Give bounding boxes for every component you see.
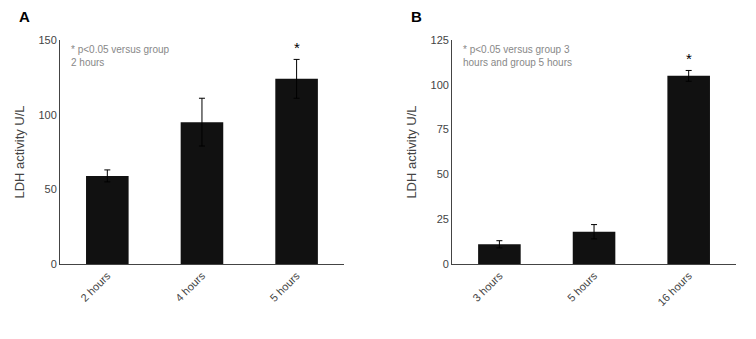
svg-text:A: A xyxy=(19,8,30,25)
svg-text:75: 75 xyxy=(437,123,449,135)
svg-text:5 hours: 5 hours xyxy=(267,269,302,304)
svg-text:125: 125 xyxy=(431,34,449,46)
svg-text:100: 100 xyxy=(431,79,449,91)
svg-text:5 hours: 5 hours xyxy=(565,269,600,304)
svg-text:16 hours: 16 hours xyxy=(655,269,694,308)
svg-text:* p<0.05 versus group2 hours: * p<0.05 versus group2 hours xyxy=(71,44,170,68)
svg-text:100: 100 xyxy=(38,109,56,121)
svg-text:B: B xyxy=(411,8,422,25)
svg-text:2 hours: 2 hours xyxy=(78,269,113,304)
svg-text:* p<0.05 versus group 3hours a: * p<0.05 versus group 3hours and group 5… xyxy=(463,44,572,68)
svg-text:*: * xyxy=(294,39,300,56)
svg-text:0: 0 xyxy=(51,258,57,270)
svg-text:4 hours: 4 hours xyxy=(173,269,208,304)
svg-text:50: 50 xyxy=(437,168,449,180)
svg-text:150: 150 xyxy=(38,34,56,46)
svg-text:0: 0 xyxy=(443,258,449,270)
svg-text:50: 50 xyxy=(45,183,57,195)
svg-text:*: * xyxy=(686,50,692,67)
svg-text:LDH activity U/L: LDH activity U/L xyxy=(404,105,419,198)
svg-text:3 hours: 3 hours xyxy=(470,269,505,304)
svg-text:LDH activity U/L: LDH activity U/L xyxy=(12,105,27,198)
svg-text:25: 25 xyxy=(437,213,449,225)
